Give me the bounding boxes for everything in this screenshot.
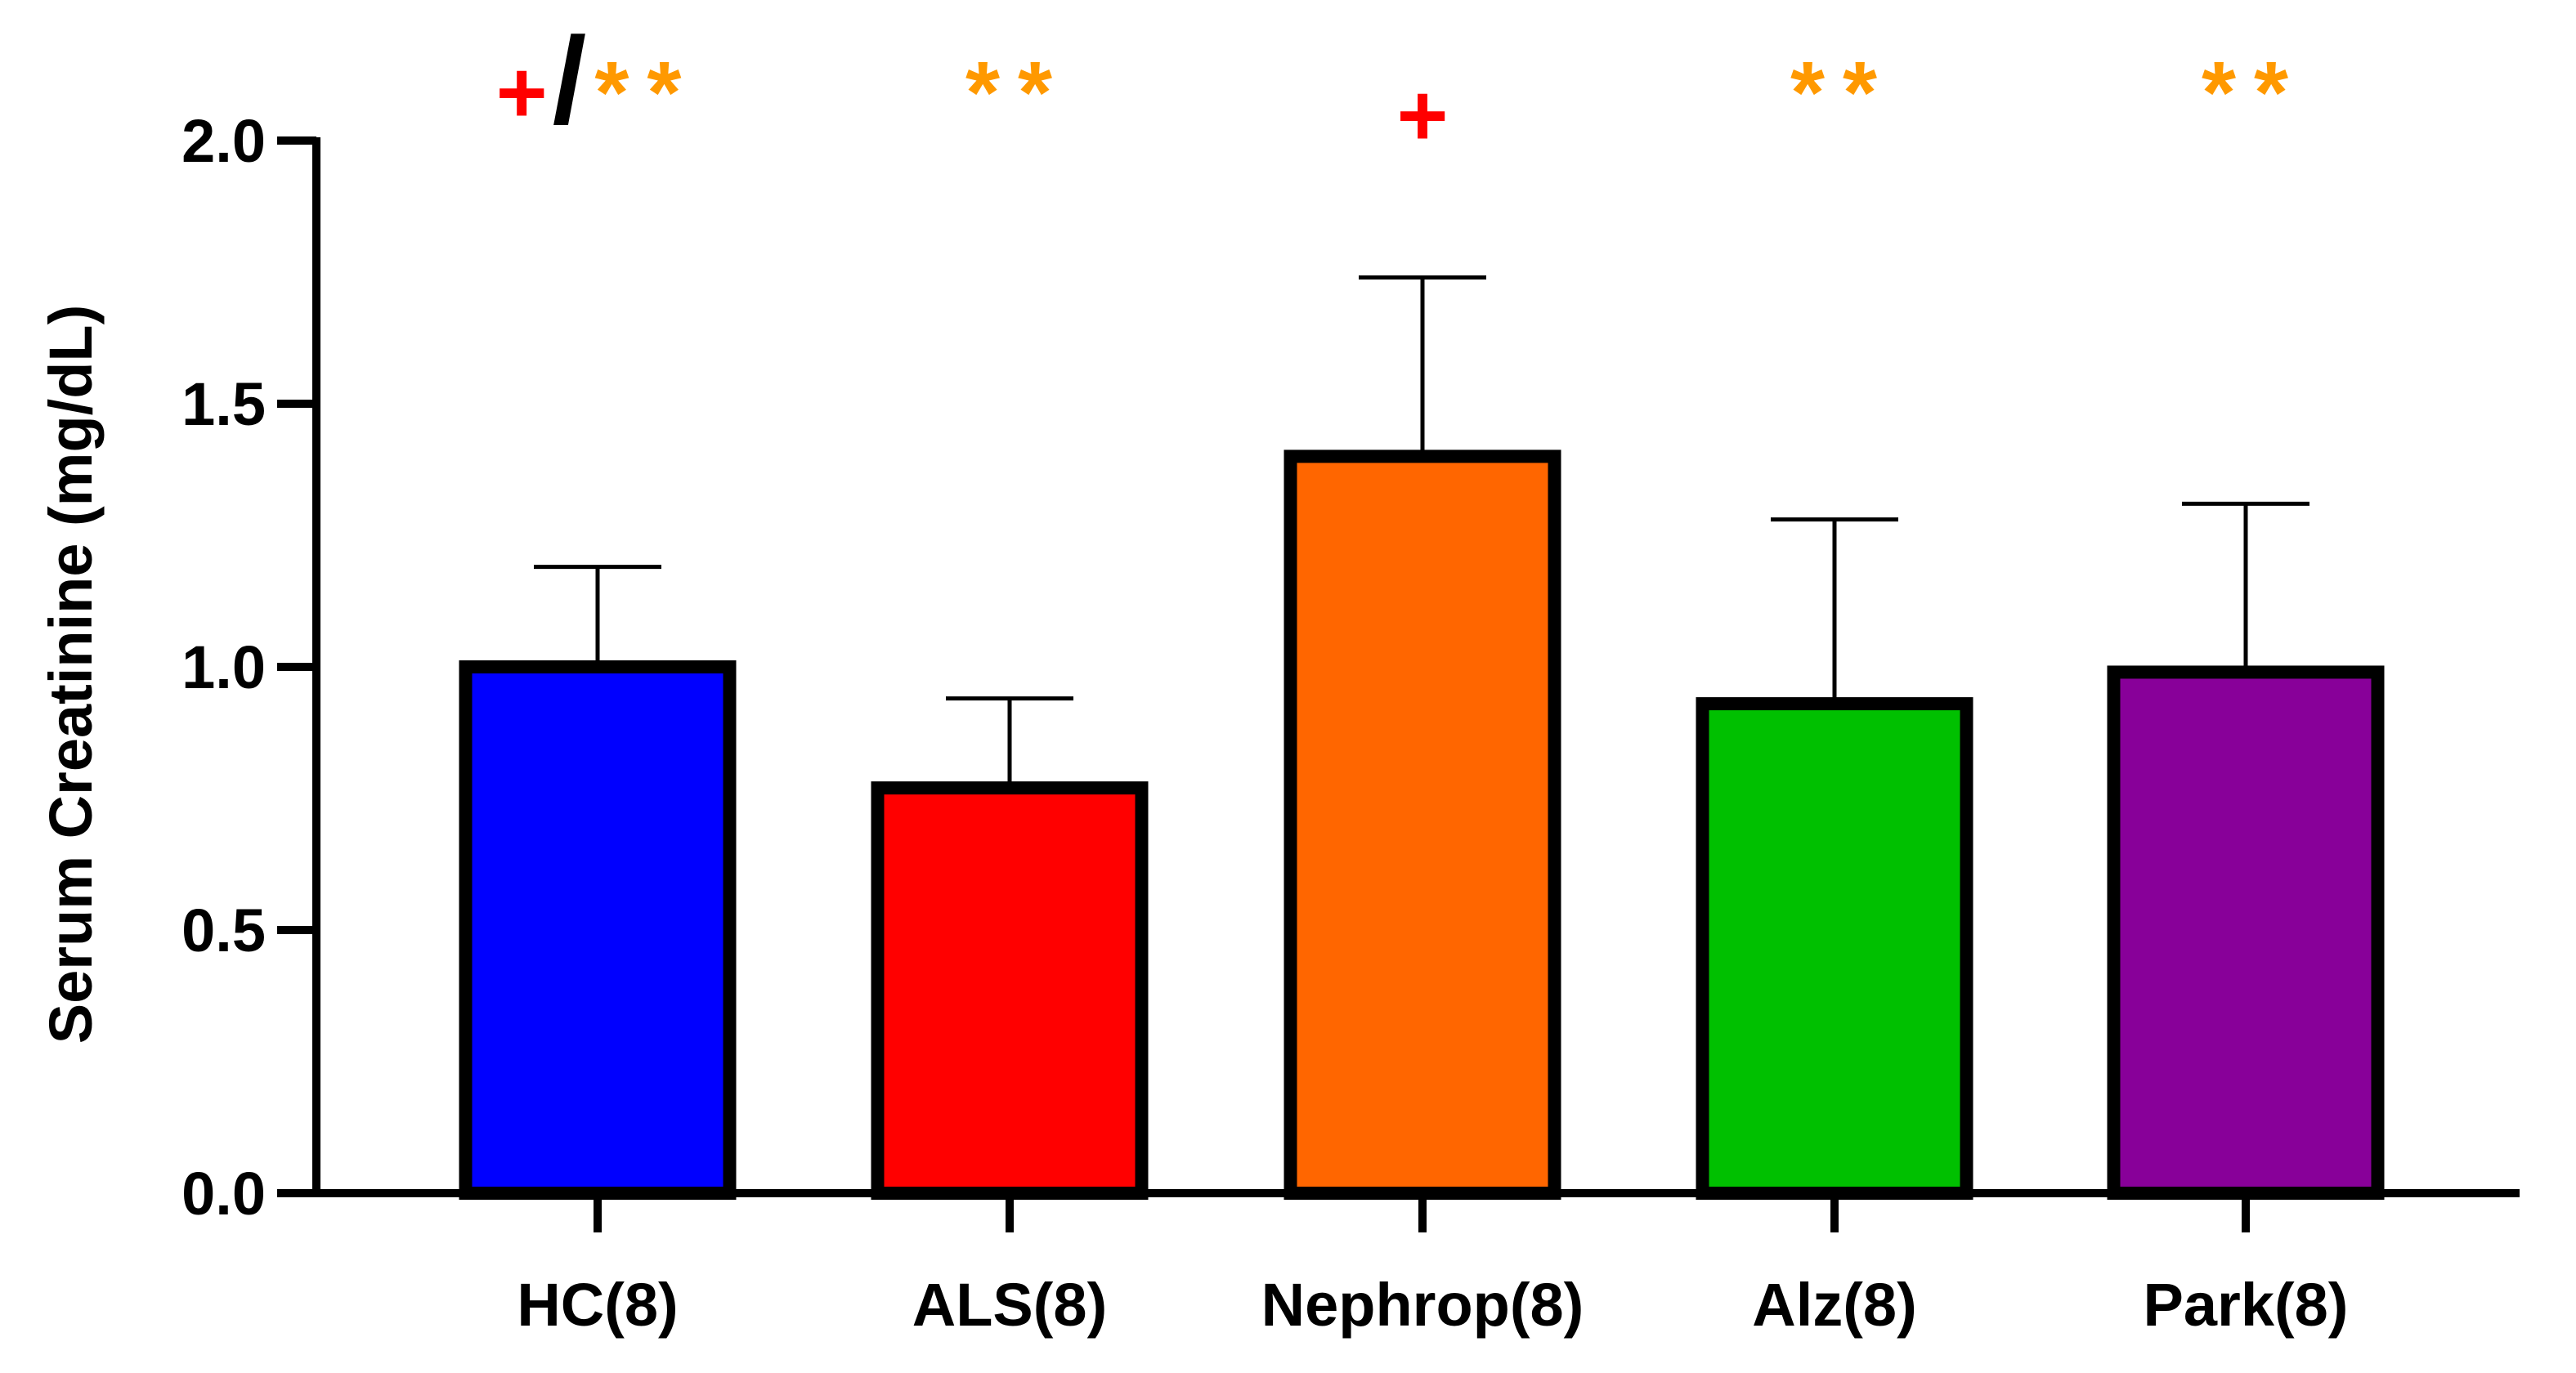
x-tick-label-2: Nephrop(8) — [1261, 1271, 1584, 1339]
asterisks-1: ** — [965, 42, 1070, 141]
y-tick-label-0: 0.0 — [181, 1160, 266, 1228]
bar-1 — [871, 781, 1149, 1200]
significance-annotation-0: +/** — [496, 11, 700, 149]
significance-annotation-4: ** — [2202, 42, 2306, 141]
asterisks-0: ** — [594, 42, 699, 141]
slash-sign-0: / — [553, 11, 587, 149]
plot-area: 0.0 0.5 1.0 1.5 2.0 HC(8) ALS(8) Nephrop(8) Alz(… — [181, 11, 2520, 1339]
asterisks-4: ** — [2202, 42, 2306, 141]
asterisks-3: ** — [1790, 42, 1895, 141]
bar-2 — [1284, 449, 1561, 1200]
y-tick-label-1: 0.5 — [181, 897, 266, 964]
plus-sign-2: + — [1396, 65, 1448, 164]
y-tick-label-3: 1.5 — [181, 370, 266, 438]
bar-0 — [459, 660, 737, 1200]
y-axis-label: Serum Creatinine (mg/dL) — [37, 305, 105, 1044]
x-tick-label-0: HC(8) — [517, 1271, 678, 1339]
y-tick-label-2: 1.0 — [181, 633, 266, 701]
x-tick-label-4: Park(8) — [2144, 1271, 2349, 1339]
x-tick-label-3: Alz(8) — [1752, 1271, 1916, 1339]
significance-annotation-2: + — [1396, 65, 1448, 164]
significance-annotation-3: ** — [1790, 42, 1895, 141]
y-tick-label-4: 2.0 — [181, 107, 266, 175]
significance-annotation-1: ** — [965, 42, 1070, 141]
plus-sign-0: + — [496, 42, 548, 141]
bar-3 — [1696, 697, 1973, 1200]
x-tick-label-1: ALS(8) — [912, 1271, 1107, 1339]
bar-4 — [2107, 665, 2385, 1200]
